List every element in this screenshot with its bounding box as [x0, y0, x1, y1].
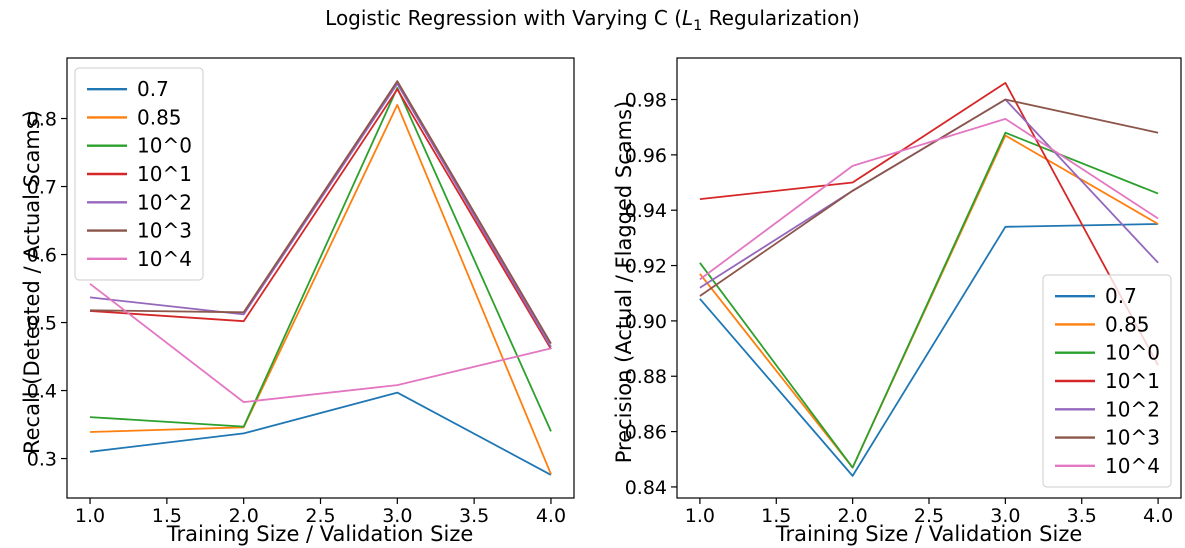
figure-title: Logistic Regression with Varying C (L1 R… [0, 6, 1185, 34]
legend-label: 10^3 [137, 219, 192, 243]
legend-label: 10^0 [1105, 341, 1160, 365]
series-line-10-1 [699, 82, 1159, 366]
legend-label: 10^1 [137, 162, 192, 186]
series-line-0-85 [89, 104, 552, 475]
y-tick-label: 0.84 [625, 477, 667, 499]
legend-label: 10^3 [1105, 426, 1160, 450]
y-tick-label: 0.4 [27, 381, 57, 403]
series-line-10-2 [89, 82, 552, 348]
y-tick-label: 0.98 [625, 90, 667, 112]
x-tick-label: 1.5 [152, 505, 182, 527]
x-tick-label: 3.0 [990, 505, 1020, 527]
x-tick-label: 3.5 [459, 505, 489, 527]
series-line-10-4 [89, 283, 552, 404]
legend-label: 0.7 [137, 77, 169, 101]
title-math-var: L [682, 6, 694, 30]
legend-label: 0.85 [137, 105, 182, 129]
recall-chart: 1.0 1.5 2.0 2.5 3.0 3.5 4.0 0.3 0.4 0.5 0.6 0.7 0.8 0… [27, 57, 575, 527]
x-tick-label: 1.5 [761, 505, 791, 527]
y-tick-label: 0.96 [625, 145, 667, 167]
series-line-10-2 [699, 98, 1159, 289]
y-tick-label: 0.3 [27, 449, 57, 471]
series-line-10-3 [89, 80, 552, 345]
series-line-10-0 [699, 131, 1159, 469]
y-tick-label: 0.88 [625, 366, 667, 388]
x-tick-label: 1.0 [685, 505, 715, 527]
series-line-10-4 [699, 118, 1159, 281]
legend-box [74, 67, 204, 281]
legend-label: 0.85 [1105, 312, 1150, 336]
x-tick-label: 3.0 [382, 505, 412, 527]
precision-x-axis-label: Training Size / Validation Size [775, 522, 1083, 546]
legend-label: 10^2 [137, 190, 192, 214]
legend-label: 0.7 [1105, 284, 1137, 308]
x-tick-label: 4.0 [1143, 505, 1173, 527]
y-tick-label: 0.94 [625, 200, 667, 222]
y-tick-label: 0.90 [625, 311, 667, 333]
y-tick-label: 0.7 [27, 177, 57, 199]
x-tick-label: 2.5 [914, 505, 944, 527]
recall-x-axis-label: Training Size / Validation Size [166, 522, 474, 546]
title-math-subscript: 1 [693, 18, 703, 34]
legend-label: 10^4 [137, 247, 192, 271]
y-tick-label: 0.8 [27, 109, 57, 131]
x-tick-label: 2.0 [838, 505, 868, 527]
x-tick-label: 2.0 [229, 505, 259, 527]
y-tick-label: 0.86 [625, 422, 667, 444]
title-prefix: Logistic Regression with Varying C ( [325, 6, 683, 30]
y-tick-label: 0.5 [27, 313, 57, 335]
series-line-10-1 [89, 88, 552, 350]
y-tick-label: 0.6 [27, 245, 57, 267]
legend-label: 10^1 [1105, 369, 1160, 393]
x-tick-label: 3.5 [1067, 505, 1097, 527]
x-tick-label: 2.5 [305, 505, 335, 527]
series-line-0-7 [89, 391, 552, 476]
legend-box [1042, 274, 1172, 488]
legend-label: 10^2 [1105, 397, 1160, 421]
y-tick-label: 0.92 [625, 256, 667, 278]
legend-label: 10^4 [1105, 454, 1160, 478]
precision-chart: 1.0 1.5 2.0 2.5 3.0 3.5 4.0 0.84 0.86 0.88 0.90 0.9… [625, 57, 1182, 527]
title-suffix: Regularization) [702, 6, 860, 30]
series-line-10-0 [89, 87, 552, 432]
legend-label: 10^0 [137, 134, 192, 158]
series-line-10-3 [699, 98, 1159, 297]
x-tick-label: 1.0 [75, 505, 105, 527]
x-tick-label: 4.0 [536, 505, 566, 527]
